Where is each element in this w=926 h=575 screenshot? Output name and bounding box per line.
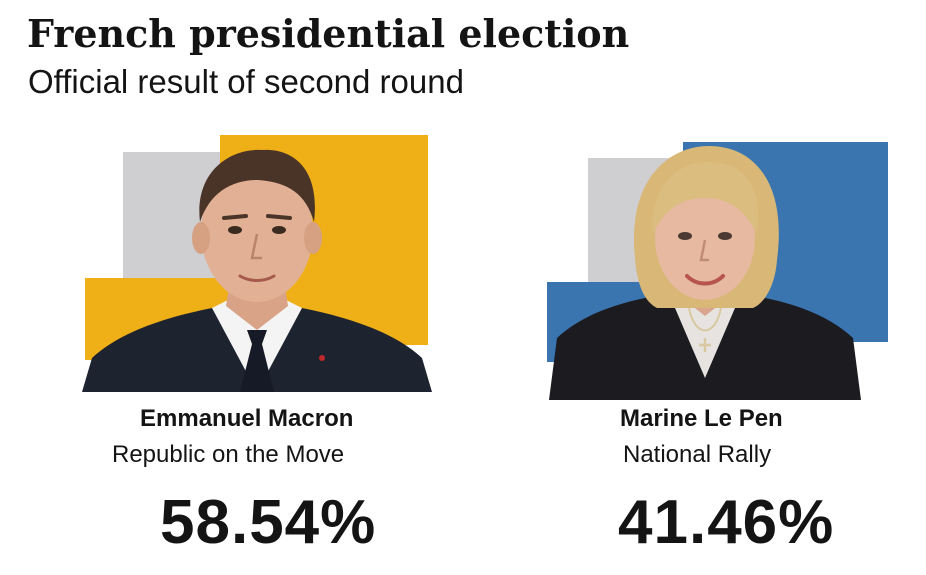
- page-subtitle: Official result of second round: [28, 63, 464, 100]
- candidate-name: Emmanuel Macron: [140, 405, 354, 432]
- page-title: French presidential election: [27, 11, 630, 56]
- candidate-card-macron: Emmanuel Macron Republic on the Move 58.…: [60, 130, 460, 570]
- candidate-party: National Rally: [623, 441, 772, 468]
- candidate-graphic: [525, 130, 925, 400]
- candidate-card-le-pen: Marine Le Pen National Rally 41.46%: [525, 130, 925, 570]
- candidate-graphic: [60, 130, 460, 400]
- candidate-party: Republic on the Move: [112, 441, 345, 468]
- candidate-vote-percent: 41.46%: [618, 488, 835, 557]
- portrait-le-pen: [549, 146, 861, 400]
- portrait-macron: [82, 149, 432, 392]
- candidate-vote-percent: 58.54%: [160, 488, 377, 557]
- candidate-name: Marine Le Pen: [620, 405, 783, 432]
